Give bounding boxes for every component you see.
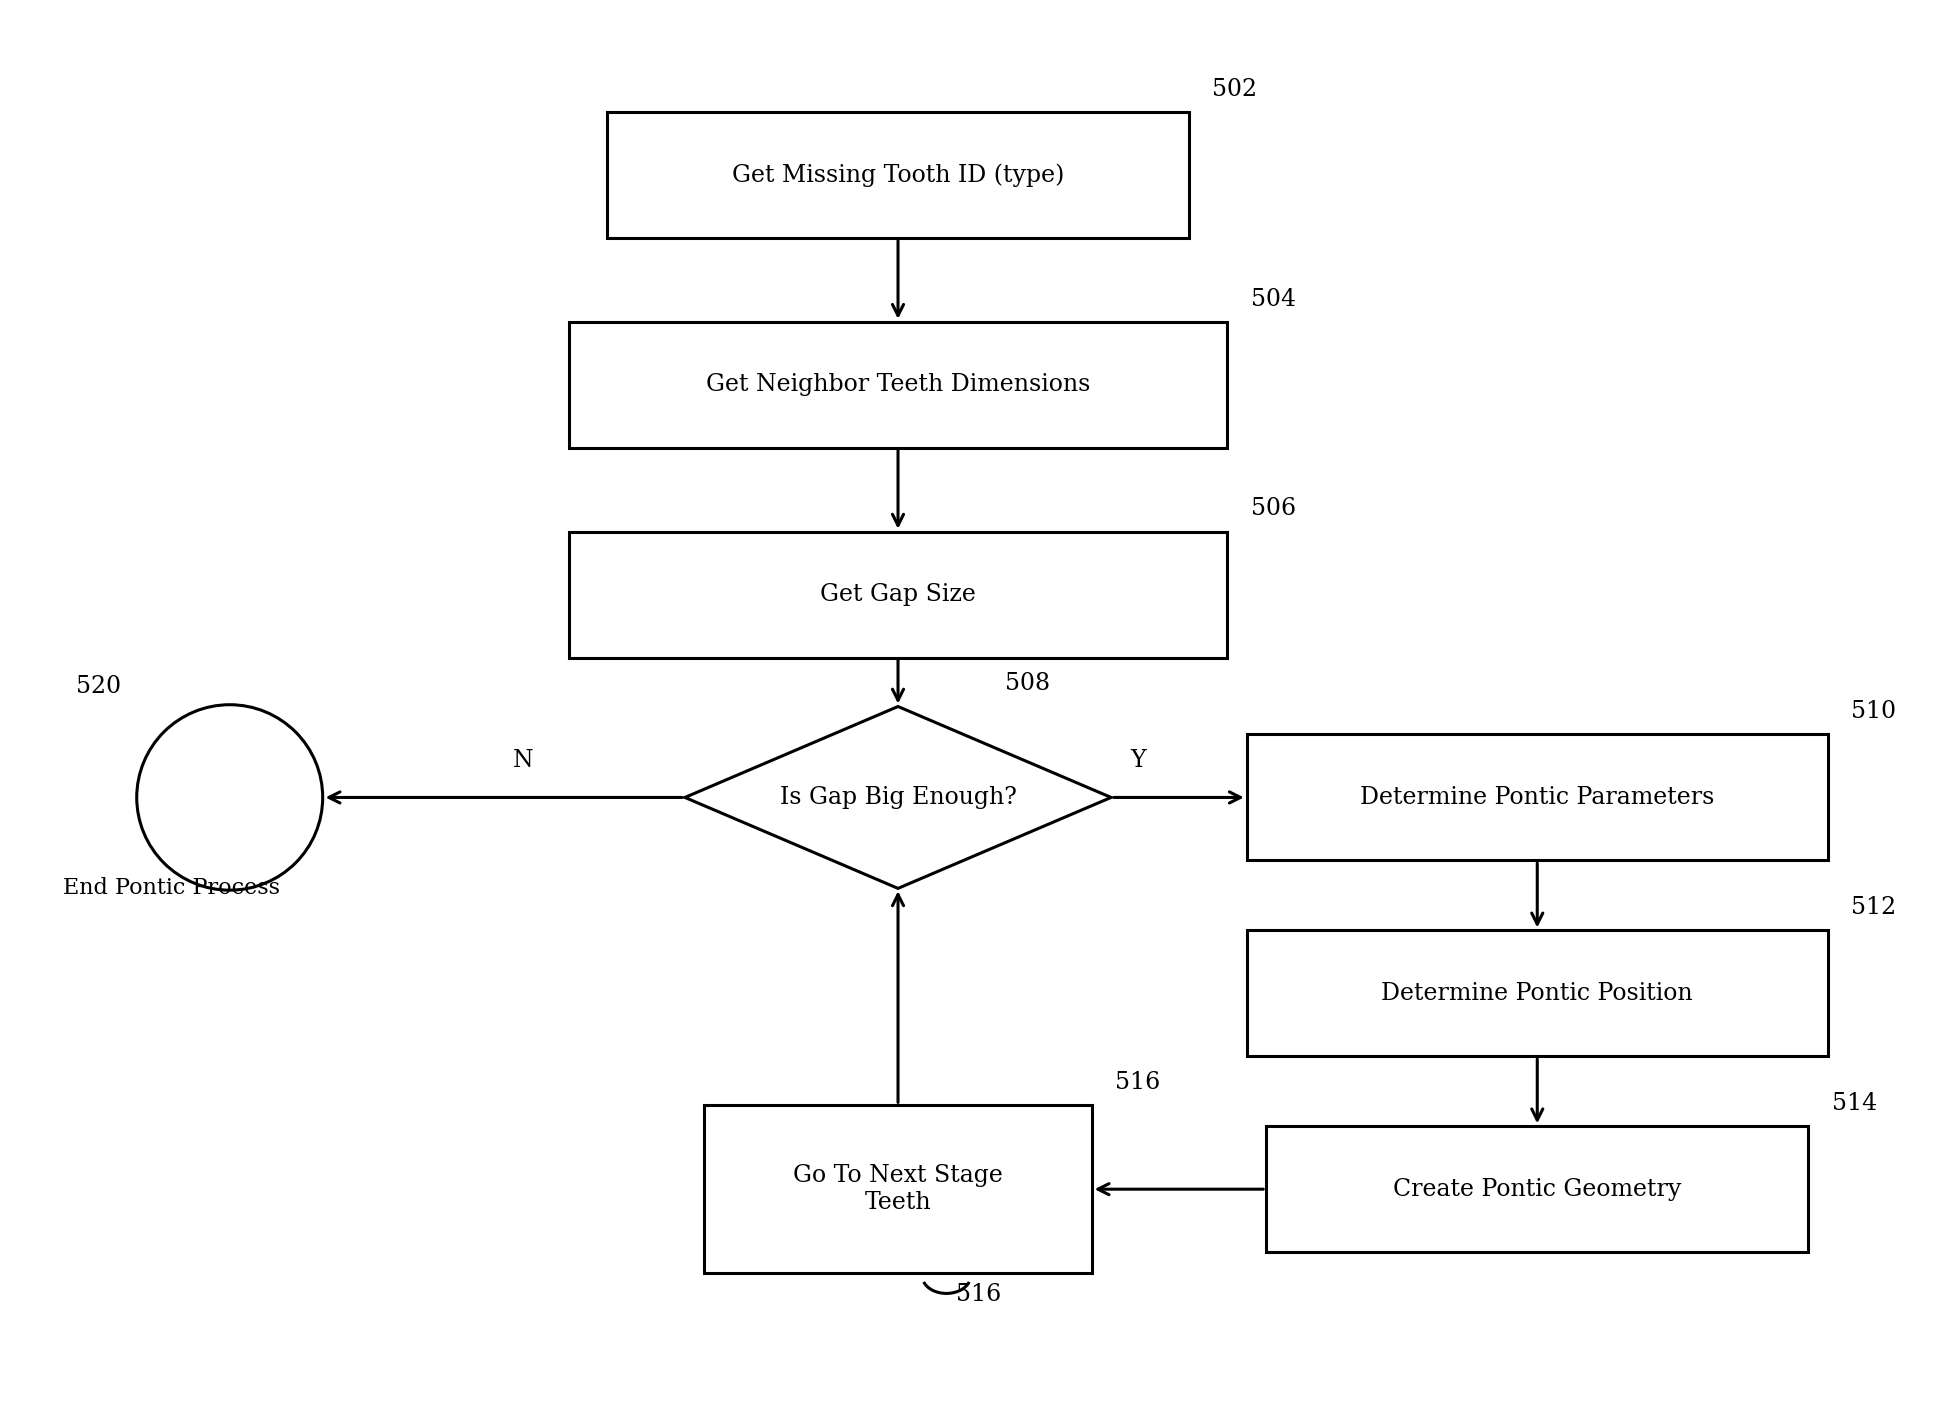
Text: 514: 514 bbox=[1832, 1092, 1877, 1115]
Polygon shape bbox=[685, 706, 1112, 889]
Text: Is Gap Big Enough?: Is Gap Big Enough? bbox=[780, 786, 1016, 808]
Text: 506: 506 bbox=[1251, 497, 1295, 520]
Text: 502: 502 bbox=[1212, 78, 1256, 100]
Bar bbox=[704, 1105, 1093, 1273]
Text: 508: 508 bbox=[1005, 673, 1050, 695]
Text: N: N bbox=[513, 749, 533, 773]
Text: Y: Y bbox=[1130, 749, 1145, 773]
Text: 516: 516 bbox=[956, 1283, 1001, 1306]
Bar bbox=[607, 112, 1188, 237]
Text: Determine Pontic Parameters: Determine Pontic Parameters bbox=[1360, 786, 1715, 808]
Bar bbox=[568, 322, 1227, 448]
Text: 516: 516 bbox=[1114, 1071, 1161, 1094]
Text: Get Neighbor Teeth Dimensions: Get Neighbor Teeth Dimensions bbox=[706, 373, 1091, 396]
Bar bbox=[1247, 735, 1828, 861]
Text: 520: 520 bbox=[76, 675, 121, 698]
Text: Get Gap Size: Get Gap Size bbox=[819, 584, 976, 606]
Bar bbox=[568, 531, 1227, 657]
Text: 510: 510 bbox=[1851, 701, 1896, 723]
Text: Go To Next Stage
Teeth: Go To Next Stage Teeth bbox=[792, 1164, 1003, 1214]
Bar bbox=[1266, 1126, 1809, 1252]
Bar bbox=[1247, 930, 1828, 1057]
Text: Determine Pontic Position: Determine Pontic Position bbox=[1381, 982, 1693, 1005]
Text: 504: 504 bbox=[1251, 288, 1295, 311]
Text: End Pontic Process: End Pontic Process bbox=[62, 877, 281, 900]
Text: 512: 512 bbox=[1851, 896, 1896, 920]
Text: Create Pontic Geometry: Create Pontic Geometry bbox=[1393, 1177, 1682, 1201]
Text: Get Missing Tooth ID (type): Get Missing Tooth ID (type) bbox=[732, 162, 1063, 187]
Ellipse shape bbox=[137, 705, 322, 890]
